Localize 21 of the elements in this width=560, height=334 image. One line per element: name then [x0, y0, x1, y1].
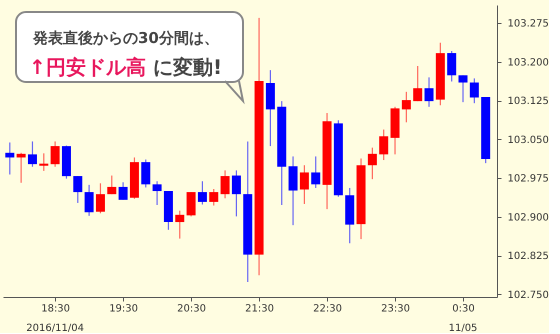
- x-tick-label: 21:30: [245, 304, 274, 314]
- y-tick-label: 103.125: [508, 96, 549, 108]
- y-tick-label: 102.750: [508, 290, 549, 301]
- x-tick-label: 20:30: [177, 304, 206, 314]
- y-tick-label: 102.975: [508, 174, 549, 185]
- x-tick-label: 0:30: [452, 304, 475, 314]
- text: 2016/11/04: [26, 323, 84, 334]
- annotation: 発表直後からの30分間は、: [32, 29, 219, 47]
- y-tick-label: 103.275: [508, 18, 549, 30]
- x-tick-label: 23:30: [381, 304, 410, 314]
- text: 11/05: [448, 323, 478, 334]
- x-tick-label: 19:30: [109, 304, 138, 314]
- x-tick-label: 18:30: [41, 304, 70, 314]
- y-tick-label: 102.900: [508, 212, 549, 224]
- y-tick-label: 103.200: [508, 57, 549, 68]
- x-tick-label: 22:30: [313, 304, 342, 314]
- y-tick-label: 103.050: [508, 134, 549, 146]
- y-tick-label: 102.825: [508, 251, 549, 262]
- annotation: に変動!: [153, 55, 222, 79]
- candlestick: [186, 191, 196, 217]
- annotation: ↑円安ドル高: [29, 55, 146, 79]
